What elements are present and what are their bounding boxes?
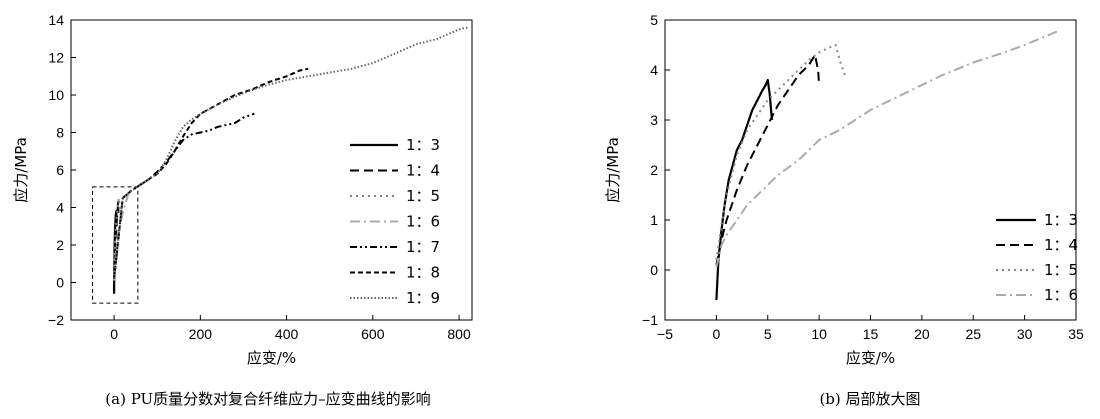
legend-label: 1：3 [1044, 211, 1078, 229]
series-line-1 [715, 78, 773, 301]
y-tick-label: 0 [650, 262, 658, 278]
legend-label: 1：6 [1044, 286, 1078, 304]
x-axis-label: 应变/% [846, 349, 895, 367]
x-tick-label: 0 [712, 326, 720, 342]
y-tick-label: 14 [48, 12, 64, 28]
x-tick-label: 200 [189, 326, 213, 342]
zoom-region-box [92, 186, 139, 304]
x-tick-label: 15 [863, 326, 879, 342]
x-tick-label: 800 [447, 326, 471, 342]
legend-label: 1：4 [406, 162, 440, 180]
y-tick-label: 1 [650, 212, 658, 228]
legend: 1：3 1：4 1：5 1：6 1：7 1：8 1：9 [350, 136, 440, 307]
legend-label: 1：8 [406, 264, 440, 282]
series-line-5 [113, 112, 255, 279]
chart-panel-b: −5 0 5 10 15 20 25 30 35 −1 0 1 2 3 4 5 应变/% 应力/MPa 1：3 1：4… [604, 12, 1084, 408]
plot-frame [664, 19, 1077, 321]
x-tick-label: 10 [811, 326, 827, 342]
legend-label: 1：5 [1044, 261, 1078, 279]
y-tick-label: 10 [48, 87, 64, 103]
series-line-4 [715, 29, 1061, 268]
y-tick-label: 6 [56, 162, 64, 178]
x-tick-label: 20 [914, 326, 930, 342]
x-tick-label: 600 [361, 326, 385, 342]
series-line-7 [113, 26, 468, 279]
y-tick-label: 2 [56, 237, 64, 253]
legend-label: 1：9 [406, 289, 440, 307]
legend-label: 1：4 [1044, 236, 1078, 254]
x-tick-label: 5 [764, 326, 772, 342]
x-axis-label: 应变/% [247, 349, 296, 367]
y-tick-label: 4 [56, 200, 64, 216]
legend: 1：3 1：4 1：5 1：6 [996, 211, 1078, 304]
legend-label: 1：3 [406, 136, 440, 154]
legend-label: 1：5 [406, 187, 440, 205]
y-tick-label: 3 [650, 112, 658, 128]
x-tick-label: 35 [1068, 326, 1084, 342]
x-tick-label: 400 [275, 326, 299, 342]
series-line-2 [715, 54, 821, 266]
y-tick-label: 12 [48, 50, 64, 66]
y-tick-label: 4 [650, 62, 658, 78]
y-tick-label: 2 [650, 162, 658, 178]
x-tick-label: 0 [110, 326, 118, 342]
y-tick-label: 8 [56, 125, 64, 141]
y-tick-label: 0 [56, 275, 64, 291]
y-axis-label: 应力/MPa [604, 137, 622, 203]
y-tick-label: 5 [650, 12, 658, 28]
series-line-6 [113, 67, 309, 279]
figure-caption: (b) 局部放大图 [819, 390, 920, 408]
y-tick-label: −1 [642, 312, 658, 328]
y-axis-label: 应力/MPa [12, 137, 30, 203]
legend-label: 1：6 [406, 213, 440, 231]
series-line-3 [113, 197, 121, 279]
x-tick-label: 30 [1017, 326, 1033, 342]
figure-caption: (a) PU质量分数对复合纤维应力–应变曲线的影响 [105, 390, 430, 408]
x-tick-label: −5 [657, 326, 673, 342]
y-tick-label: −2 [48, 312, 64, 328]
legend-label: 1：7 [406, 238, 440, 256]
x-tick-label: 25 [965, 326, 981, 342]
series-line-2 [113, 200, 120, 281]
